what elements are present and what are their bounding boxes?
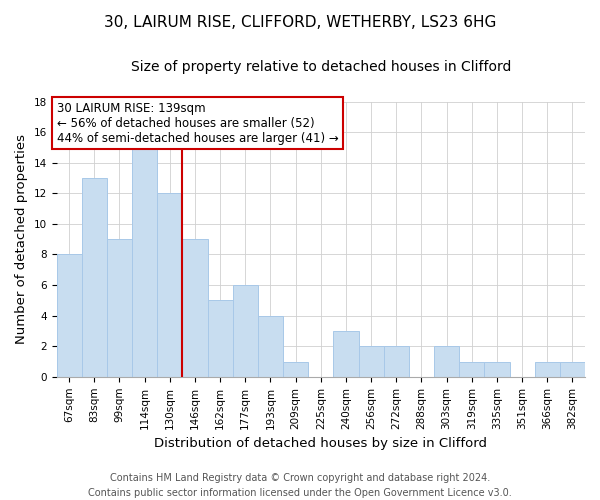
X-axis label: Distribution of detached houses by size in Clifford: Distribution of detached houses by size … [154, 437, 487, 450]
Bar [208, 300, 233, 377]
Text: 30, LAIRUM RISE, CLIFFORD, WETHERBY, LS23 6HG: 30, LAIRUM RISE, CLIFFORD, WETHERBY, LS2… [104, 15, 496, 30]
Bar [107, 239, 132, 377]
Bar [459, 362, 484, 377]
Bar [283, 362, 308, 377]
Bar [484, 362, 509, 377]
Bar [434, 346, 459, 377]
Text: 30 LAIRUM RISE: 139sqm
← 56% of detached houses are smaller (52)
44% of semi-det: 30 LAIRUM RISE: 139sqm ← 56% of detached… [56, 102, 338, 144]
Bar [359, 346, 383, 377]
Bar [535, 362, 560, 377]
Bar [132, 148, 157, 377]
Text: Contains HM Land Registry data © Crown copyright and database right 2024.
Contai: Contains HM Land Registry data © Crown c… [88, 472, 512, 498]
Bar [157, 194, 182, 377]
Bar [233, 285, 258, 377]
Title: Size of property relative to detached houses in Clifford: Size of property relative to detached ho… [131, 60, 511, 74]
Bar [82, 178, 107, 377]
Bar [560, 362, 585, 377]
Bar [383, 346, 409, 377]
Bar [258, 316, 283, 377]
Bar [56, 254, 82, 377]
Bar [182, 239, 208, 377]
Bar [334, 331, 359, 377]
Y-axis label: Number of detached properties: Number of detached properties [15, 134, 28, 344]
